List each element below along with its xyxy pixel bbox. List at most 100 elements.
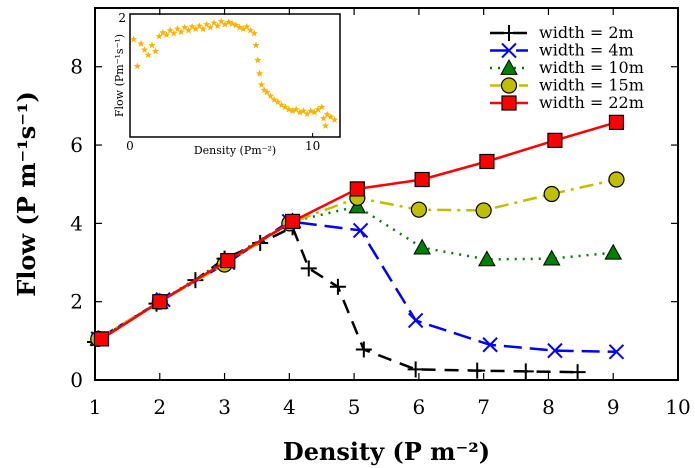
main-plot: 1 2 3 4 5 6 7 8 9 10 0 2 4 6 8 Density (P m⁻²) Flow (P m… bbox=[12, 7, 691, 466]
data-point bbox=[543, 185, 560, 203]
y-tick-label: 4 bbox=[70, 211, 83, 235]
inset-data-point bbox=[252, 41, 260, 49]
data-point bbox=[569, 364, 586, 381]
inset-data-point bbox=[170, 29, 178, 37]
y-tick-label: 2 bbox=[70, 290, 83, 314]
data-point bbox=[608, 114, 625, 130]
y-tick-label: 8 bbox=[70, 55, 83, 79]
inset-data-point bbox=[141, 46, 149, 53]
x-tick-label: 5 bbox=[348, 395, 361, 419]
data-point bbox=[407, 361, 424, 378]
inset-data-point bbox=[288, 107, 297, 114]
x-axis-label: Density (P m⁻²) bbox=[283, 437, 490, 466]
inset-data-point bbox=[221, 20, 229, 28]
data-point bbox=[413, 238, 431, 255]
x-tick-label: 8 bbox=[542, 395, 555, 419]
inset-data-point bbox=[148, 41, 156, 49]
inset-data-point bbox=[299, 107, 308, 114]
inset-data-point bbox=[270, 95, 278, 103]
legend-label: width = 4m bbox=[539, 41, 634, 60]
inset-data-point bbox=[166, 26, 174, 34]
y-tick-label: 0 bbox=[70, 368, 83, 392]
series-width-15m bbox=[90, 171, 625, 347]
inset-data-point bbox=[303, 110, 311, 117]
data-point bbox=[220, 252, 236, 269]
x-tick-label: 4 bbox=[283, 395, 296, 419]
inset-data-point bbox=[239, 25, 247, 32]
inset-data-point bbox=[152, 47, 160, 55]
inset-data-point bbox=[210, 19, 218, 26]
data-point bbox=[517, 363, 534, 380]
legend-marker bbox=[500, 58, 518, 75]
inset-data-point bbox=[217, 17, 225, 25]
inset-data-point bbox=[130, 35, 138, 43]
inset-data-point bbox=[321, 122, 329, 129]
inset-data-point bbox=[162, 31, 171, 38]
data-point bbox=[355, 341, 372, 358]
inset-data-point bbox=[260, 86, 268, 94]
inset-data-point bbox=[323, 110, 331, 118]
inset-data-point bbox=[278, 101, 286, 108]
data-point bbox=[93, 331, 110, 347]
y-axis-label: Flow (P m⁻¹s⁻¹) bbox=[12, 91, 41, 297]
inset-data-point bbox=[256, 69, 264, 77]
inset-data-point bbox=[263, 88, 271, 96]
legend-label: width = 15m bbox=[539, 76, 644, 95]
data-point bbox=[608, 171, 625, 188]
inset-data-point bbox=[246, 26, 255, 34]
inset-data-point bbox=[296, 108, 304, 116]
data-point bbox=[608, 344, 625, 360]
series-width-10m bbox=[89, 197, 623, 346]
inset-x-tick-label: 0 bbox=[126, 139, 134, 153]
inset-data-point bbox=[181, 23, 189, 31]
inset-data-point bbox=[199, 25, 207, 32]
inset-data-point bbox=[257, 81, 266, 88]
data-point bbox=[407, 312, 424, 329]
inset-data-point bbox=[188, 22, 196, 30]
inset-data-point bbox=[274, 98, 282, 105]
legend-marker bbox=[501, 25, 517, 41]
x-tick-label: 9 bbox=[607, 395, 620, 419]
inset-data-point bbox=[155, 32, 163, 40]
plot-frame bbox=[94, 7, 679, 381]
data-point bbox=[284, 213, 301, 230]
data-point bbox=[300, 260, 317, 277]
inset-data-point bbox=[195, 22, 203, 29]
data-point bbox=[479, 153, 495, 170]
legend-label: width = 10m bbox=[539, 58, 644, 77]
legend-marker bbox=[501, 95, 517, 111]
inset-data-point bbox=[314, 105, 322, 113]
inset-data-point bbox=[236, 23, 244, 31]
inset-data-point bbox=[173, 25, 182, 32]
inset-plot: 0 10 2 Density (Pm⁻²) Flow (Pm⁻¹s⁻¹) bbox=[113, 11, 341, 157]
inset-data-point bbox=[307, 107, 315, 114]
inset-data-point bbox=[330, 116, 339, 123]
x-tick-label: 7 bbox=[477, 395, 490, 419]
inset-data-point bbox=[137, 40, 145, 47]
data-point bbox=[352, 222, 369, 239]
inset-data-point bbox=[203, 20, 211, 28]
legend-label: width = 2m bbox=[539, 23, 634, 42]
inset-data-point bbox=[228, 19, 236, 27]
inset-data-point bbox=[320, 114, 328, 122]
inset-data-point bbox=[225, 18, 233, 26]
data-point bbox=[547, 132, 563, 148]
inset-x-axis-label: Density (Pm⁻²) bbox=[194, 144, 276, 157]
legend-marker bbox=[500, 77, 518, 94]
data-point bbox=[475, 202, 492, 219]
inset-data-point bbox=[159, 28, 167, 36]
data-point bbox=[469, 362, 486, 379]
x-tick-label: 2 bbox=[153, 395, 166, 419]
inset-data-point bbox=[267, 92, 275, 100]
legend-marker bbox=[501, 42, 517, 59]
inset-data-point bbox=[318, 103, 326, 111]
inset-data-point bbox=[133, 62, 141, 70]
x-tick-label: 3 bbox=[218, 395, 231, 419]
data-point bbox=[410, 201, 427, 218]
inset-data-point bbox=[250, 29, 258, 37]
inset-data-point bbox=[310, 108, 318, 116]
data-point bbox=[478, 250, 496, 267]
series-width-22m bbox=[93, 114, 625, 347]
